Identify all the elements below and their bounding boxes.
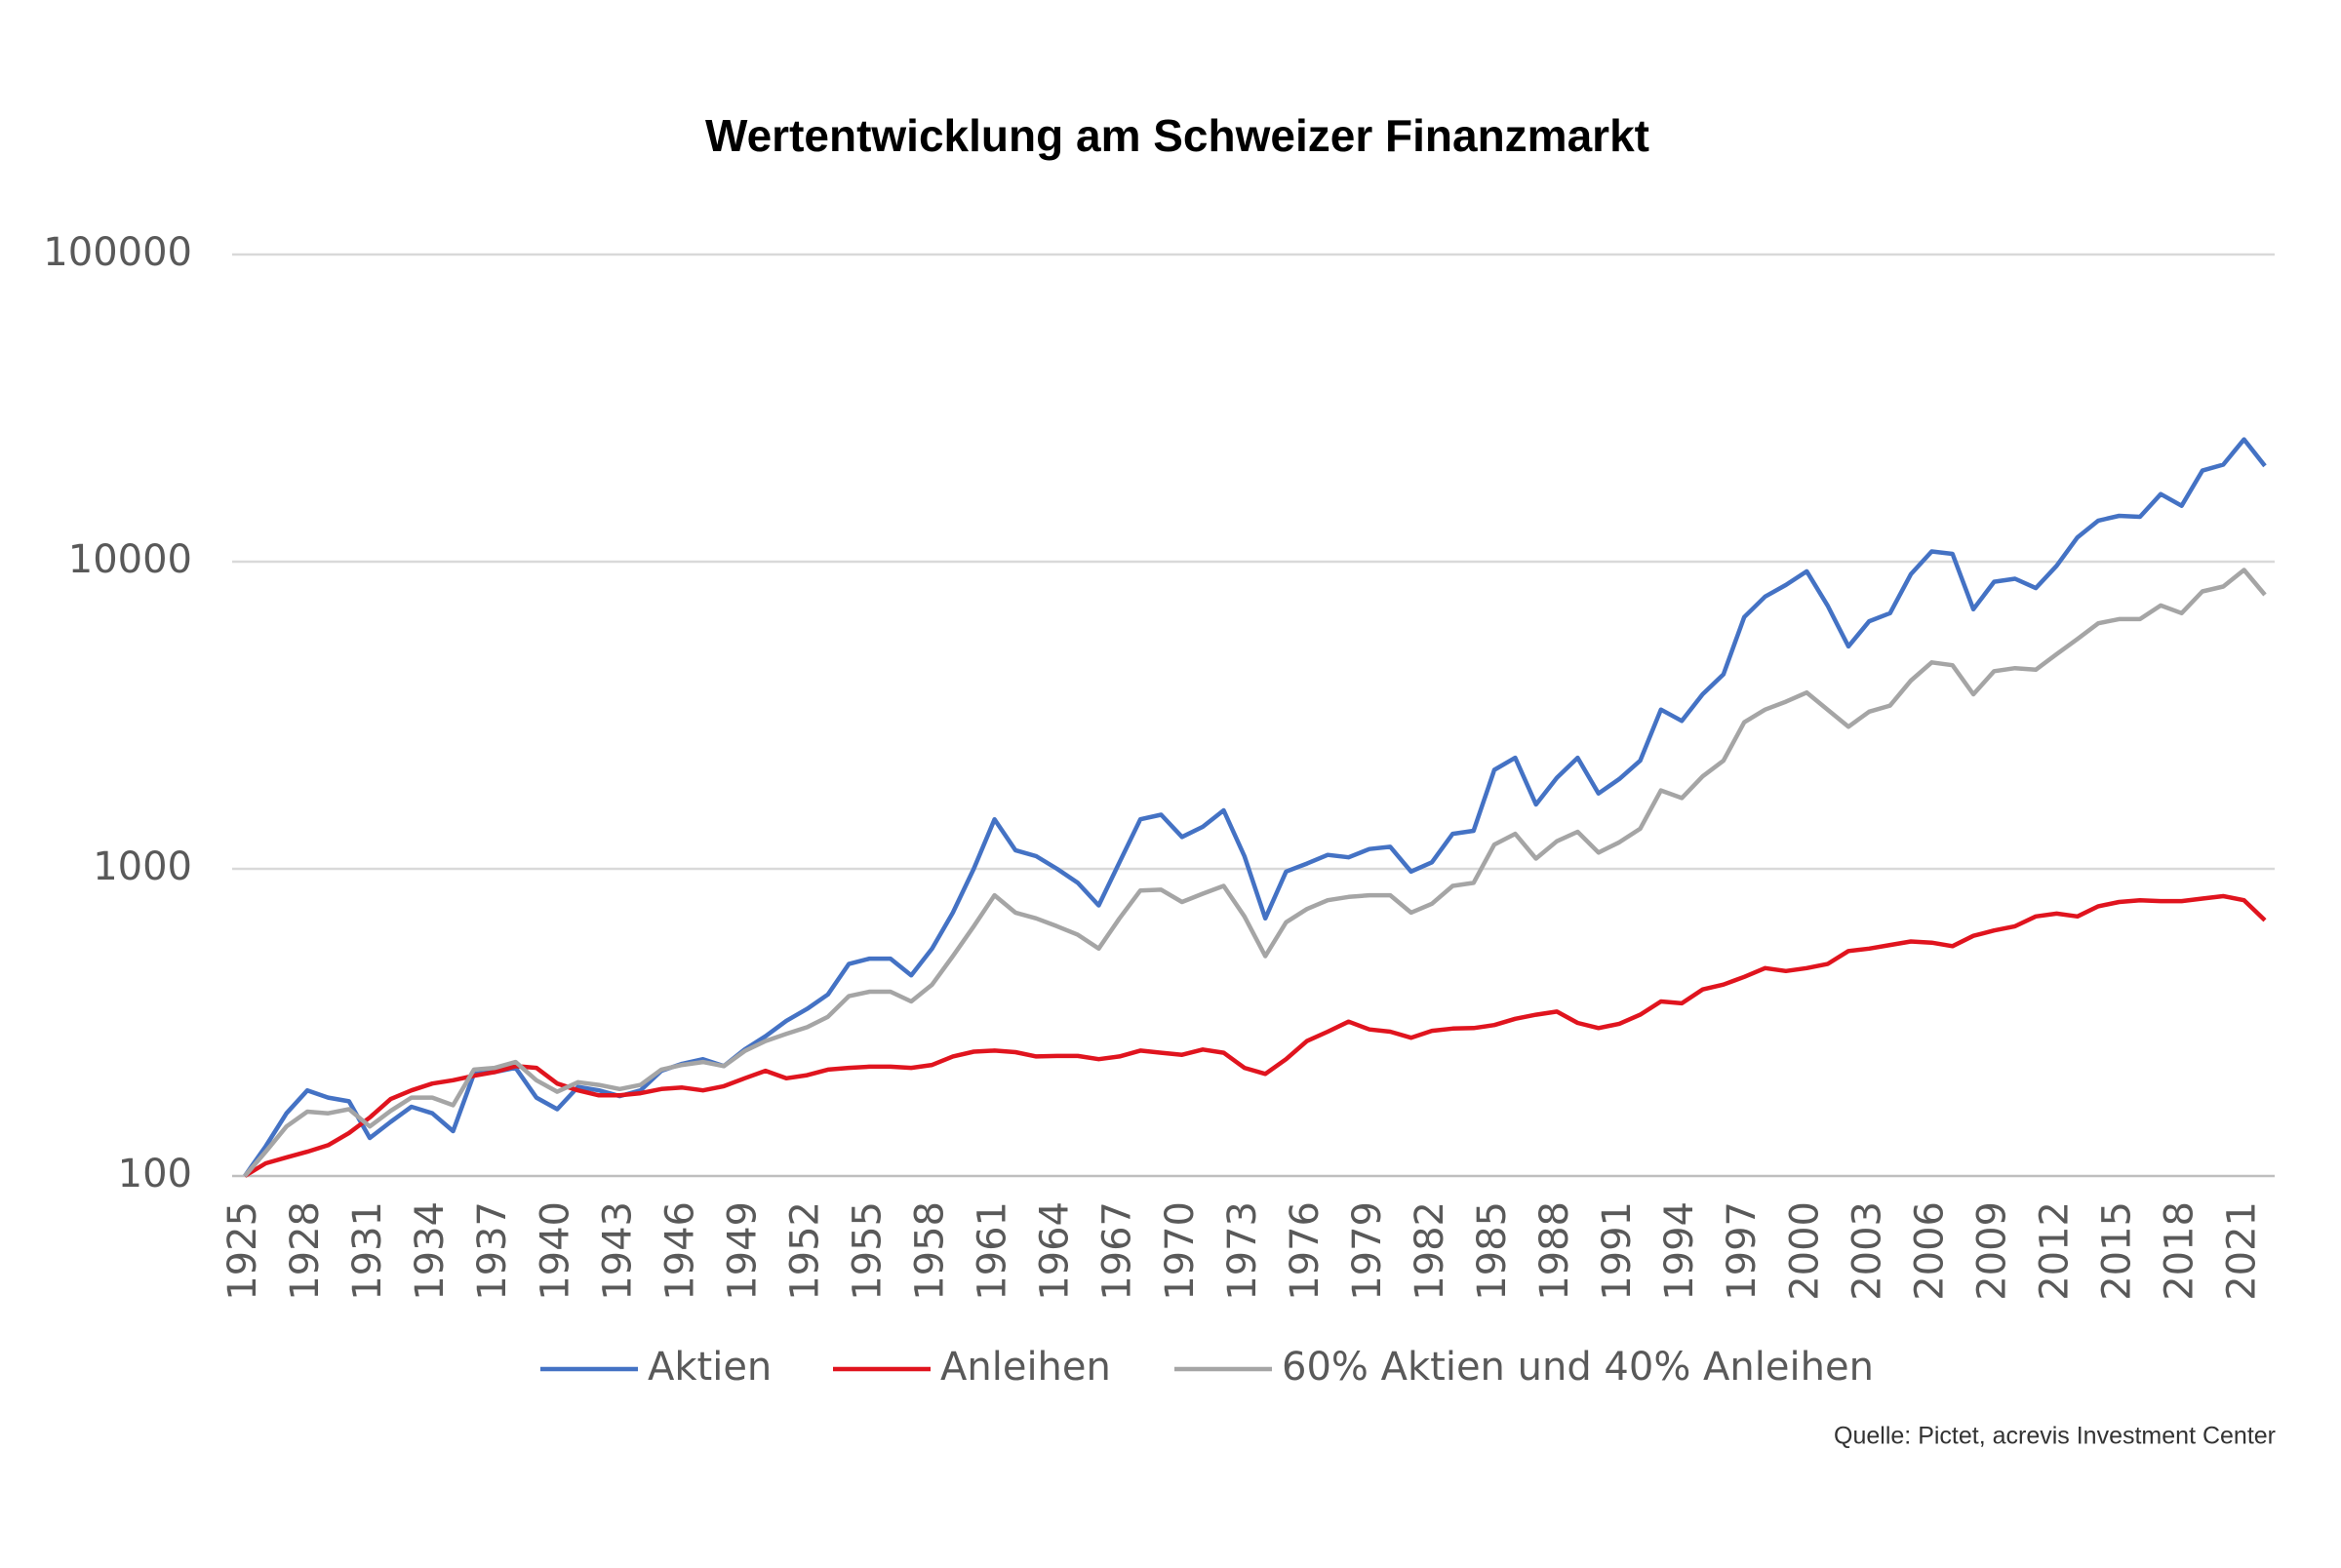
x-tick-label: 1937: [470, 1201, 515, 1301]
x-tick-label: 1994: [1657, 1201, 1702, 1301]
x-tick-label: 1991: [1595, 1201, 1640, 1301]
x-tick-label: 2012: [2032, 1201, 2077, 1301]
legend-label: Anleihen: [940, 1345, 1111, 1390]
x-tick-label: 1967: [1095, 1201, 1140, 1301]
x-tick-label: 2006: [1907, 1201, 1952, 1301]
x-tick-label: 2000: [1782, 1201, 1827, 1301]
x-tick-label: 1946: [657, 1201, 702, 1301]
x-tick-label: 1979: [1345, 1201, 1390, 1301]
x-tick-label: 1985: [1470, 1201, 1515, 1301]
x-tick-label: 1982: [1408, 1201, 1452, 1301]
data-line: [243, 437, 2267, 1178]
x-tick-label: 1928: [283, 1201, 328, 1301]
legend-label: 60% Aktien und 40% Anleihen: [1282, 1345, 1874, 1390]
x-tick-label: 1988: [1532, 1201, 1577, 1301]
data-line: [243, 568, 2267, 1178]
x-tick-label: 1976: [1283, 1201, 1328, 1301]
y-tick-label: 100: [118, 1152, 192, 1196]
x-tick-label: 2003: [1845, 1201, 1889, 1301]
y-tick-label: 10000: [68, 537, 192, 582]
x-tick-label: 1952: [782, 1201, 827, 1301]
x-tick-label: 1997: [1720, 1201, 1765, 1301]
x-tick-label: 1949: [720, 1201, 765, 1301]
legend-label: Aktien: [648, 1345, 772, 1390]
x-tick-label: 2018: [2158, 1201, 2202, 1301]
source-note: Quelle: Pictet, acrevis Investment Cente…: [1834, 1423, 2276, 1450]
chart-title: Wertentwicklung am Schweizer Finanzmarkt: [705, 110, 1649, 161]
y-tick-label: 100000: [43, 230, 192, 275]
x-tick-label: 1934: [408, 1201, 453, 1301]
y-tick-label: 1000: [93, 844, 192, 889]
x-tick-label: 1943: [595, 1201, 640, 1301]
data-line: [243, 893, 2267, 1178]
x-tick-label: 1958: [908, 1201, 953, 1301]
x-tick-label: 1955: [846, 1201, 891, 1301]
x-tick-label: 1931: [345, 1201, 390, 1301]
x-tick-label: 1964: [1033, 1201, 1078, 1301]
x-tick-label: 1973: [1220, 1201, 1265, 1301]
x-tick-label: 2015: [2095, 1201, 2140, 1301]
x-tick-label: 1970: [1158, 1201, 1203, 1301]
x-tick-label: 1925: [220, 1201, 265, 1301]
x-tick-label: 2021: [2220, 1201, 2265, 1301]
x-tick-label: 1940: [533, 1201, 577, 1301]
x-tick-label: 2009: [1969, 1201, 2014, 1301]
x-tick-label: 1961: [971, 1201, 1015, 1301]
